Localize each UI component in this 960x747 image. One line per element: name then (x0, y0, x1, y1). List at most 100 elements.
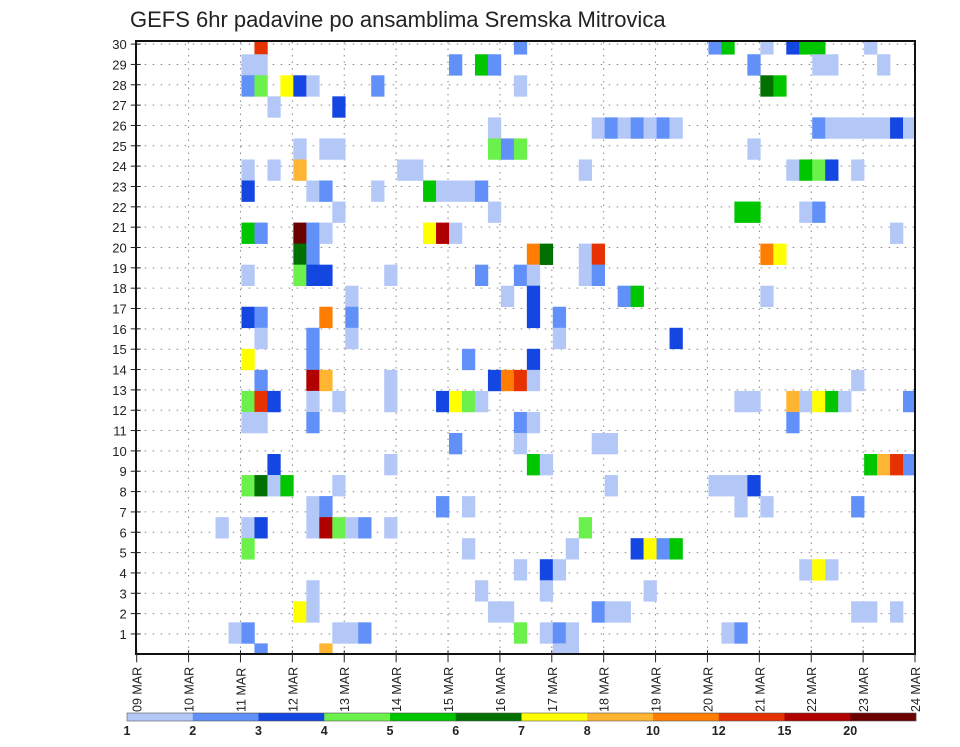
y-tick-label: 10 (112, 444, 126, 459)
y-tick-label: 22 (112, 200, 126, 215)
y-axis: 1234567891011121314151617181920212223242… (112, 37, 141, 642)
heatmap-cell (539, 243, 554, 265)
heatmap-cell (215, 517, 229, 539)
heatmap-cell (513, 369, 528, 392)
y-tick-label: 11 (113, 424, 127, 439)
heatmap-cell (293, 601, 307, 623)
grid-lines (136, 42, 915, 655)
heatmap-cell (345, 517, 359, 539)
heatmap-cell (254, 222, 268, 244)
y-tick-label: 14 (112, 363, 126, 378)
heatmap-cell (799, 559, 813, 581)
heatmap-cell (877, 54, 891, 76)
heatmap-cell (293, 75, 307, 97)
heatmap-cell (539, 580, 554, 602)
heatmap-cell (500, 601, 515, 623)
heatmap-cell (578, 264, 593, 286)
heatmap-cell (799, 42, 813, 55)
heatmap-cell (864, 601, 878, 623)
heatmap-cell (436, 222, 450, 244)
colorbar-label: 10 (646, 724, 660, 738)
heatmap-cell (734, 390, 748, 413)
colorbar-label: 20 (843, 724, 857, 738)
colorbar-swatch (192, 713, 259, 721)
colorbar-swatch (521, 713, 588, 721)
heatmap-cell (254, 75, 268, 97)
heatmap-cell (345, 327, 359, 350)
heatmap-cell (254, 42, 268, 55)
heatmap-cell (812, 201, 826, 223)
heatmap-cell (487, 601, 502, 623)
heatmap-cell (656, 538, 670, 560)
y-tick-label: 27 (112, 98, 126, 113)
heatmap-cell (241, 517, 255, 539)
heatmap-cell (721, 622, 735, 644)
heatmap-cell (306, 327, 320, 350)
heatmap-cell (423, 222, 437, 244)
y-tick-label: 17 (112, 302, 126, 317)
heatmap-cell (436, 496, 450, 518)
heatmap-cell (436, 180, 450, 202)
heatmap-cell (254, 390, 268, 413)
colorbar-swatch (784, 713, 851, 721)
heatmap-cell (747, 201, 761, 223)
heatmap-cell (552, 306, 567, 329)
y-tick-label: 24 (112, 159, 126, 174)
colorbar-swatch (850, 713, 917, 721)
heatmap-cell (241, 538, 255, 560)
x-tick-label: 17 MAR (546, 667, 560, 712)
x-tick-label: 11 MAR (234, 668, 248, 712)
heatmap-cell (241, 180, 255, 202)
y-tick-label: 29 (112, 57, 126, 72)
y-tick-label: 4 (119, 566, 126, 581)
heatmap-cell (604, 117, 618, 139)
heatmap-cell (228, 622, 242, 644)
heatmap-cell (773, 75, 787, 97)
heatmap-cell (306, 517, 320, 539)
heatmap-cell (812, 159, 826, 181)
heatmap-cell (241, 348, 255, 371)
y-tick-label: 21 (112, 220, 126, 235)
heatmap-cell (799, 159, 813, 181)
heatmap-cell (254, 306, 268, 329)
x-tick-label: 24 MAR (909, 667, 923, 712)
heatmap-cell (747, 54, 761, 76)
x-tick-label: 16 MAR (494, 667, 508, 712)
heatmap-cell (760, 285, 774, 308)
heatmap-cell (526, 369, 541, 392)
colorbar-label: 5 (387, 724, 394, 738)
heatmap-cell (734, 622, 748, 644)
heatmap-cell (825, 390, 839, 413)
heatmap-cell (747, 138, 761, 160)
heatmap-cell (760, 42, 774, 55)
heatmap-cell (708, 42, 722, 55)
colorbar-label: 4 (321, 724, 328, 738)
heatmap-cell (241, 390, 255, 413)
heatmap-cell (487, 369, 502, 392)
heatmap-cell (799, 201, 813, 223)
y-tick-label: 7 (119, 505, 126, 520)
heatmap-cell (903, 117, 915, 139)
heatmap-cell (747, 390, 761, 413)
x-tick-label: 09 MAR (131, 667, 145, 712)
heatmap-cell (617, 117, 631, 139)
heatmap-cell (890, 454, 904, 476)
heatmap-cell (461, 390, 476, 413)
heatmap-cell (669, 538, 683, 560)
heatmap-cell (241, 411, 255, 434)
heatmap-cell (578, 517, 593, 539)
heatmap-cell (254, 327, 268, 350)
heatmap-cell (410, 159, 424, 181)
heatmap-cell (526, 411, 541, 434)
heatmap-cell (890, 601, 904, 623)
y-tick-label: 23 (112, 179, 126, 194)
heatmap-cell (280, 475, 294, 497)
y-tick-label: 5 (119, 546, 126, 561)
heatmap-cell (799, 390, 813, 413)
heatmap-cell (851, 601, 865, 623)
heatmap-cell (500, 138, 515, 160)
heatmap-cell (786, 159, 800, 181)
colorbar-label: 2 (189, 724, 196, 738)
heatmap-cell (267, 475, 281, 497)
heatmap-cell (280, 75, 294, 97)
